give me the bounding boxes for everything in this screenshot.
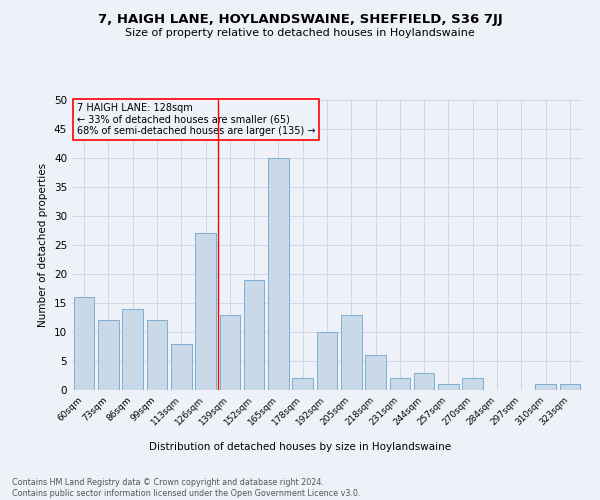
- Bar: [195, 234, 216, 390]
- Text: Contains HM Land Registry data © Crown copyright and database right 2024.
Contai: Contains HM Land Registry data © Crown c…: [12, 478, 361, 498]
- Bar: [74, 297, 94, 390]
- Bar: [463, 378, 483, 390]
- Bar: [171, 344, 191, 390]
- Bar: [98, 320, 119, 390]
- Bar: [389, 378, 410, 390]
- Bar: [317, 332, 337, 390]
- Text: 7, HAIGH LANE, HOYLANDSWAINE, SHEFFIELD, S36 7JJ: 7, HAIGH LANE, HOYLANDSWAINE, SHEFFIELD,…: [98, 12, 502, 26]
- Bar: [438, 384, 459, 390]
- Bar: [146, 320, 167, 390]
- Bar: [268, 158, 289, 390]
- Bar: [414, 372, 434, 390]
- Bar: [292, 378, 313, 390]
- Bar: [244, 280, 265, 390]
- Text: Distribution of detached houses by size in Hoylandswaine: Distribution of detached houses by size …: [149, 442, 451, 452]
- Text: 7 HAIGH LANE: 128sqm
← 33% of detached houses are smaller (65)
68% of semi-detac: 7 HAIGH LANE: 128sqm ← 33% of detached h…: [77, 103, 316, 136]
- Bar: [365, 355, 386, 390]
- Bar: [341, 314, 362, 390]
- Text: Size of property relative to detached houses in Hoylandswaine: Size of property relative to detached ho…: [125, 28, 475, 38]
- Bar: [220, 314, 240, 390]
- Y-axis label: Number of detached properties: Number of detached properties: [38, 163, 49, 327]
- Bar: [560, 384, 580, 390]
- Bar: [535, 384, 556, 390]
- Bar: [122, 309, 143, 390]
